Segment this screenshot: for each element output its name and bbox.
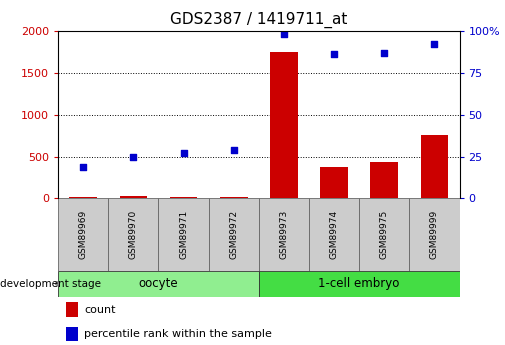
- Text: GSM89973: GSM89973: [279, 210, 288, 259]
- Bar: [359, 198, 410, 271]
- Text: 1-cell embryo: 1-cell embryo: [319, 277, 400, 290]
- Text: GSM89999: GSM89999: [430, 210, 439, 259]
- Bar: [259, 271, 460, 297]
- Bar: [270, 52, 298, 198]
- Bar: [220, 197, 247, 198]
- Point: [129, 154, 137, 159]
- Bar: [170, 197, 197, 198]
- Bar: [108, 198, 159, 271]
- Text: GSM89970: GSM89970: [129, 210, 138, 259]
- Text: GSM89975: GSM89975: [380, 210, 389, 259]
- Point: [280, 32, 288, 37]
- Bar: [69, 197, 97, 198]
- Text: GSM89972: GSM89972: [229, 210, 238, 259]
- Point: [79, 164, 87, 169]
- Text: percentile rank within the sample: percentile rank within the sample: [84, 329, 272, 339]
- Point: [380, 50, 388, 56]
- Bar: [259, 198, 309, 271]
- Point: [330, 52, 338, 57]
- Bar: [371, 162, 398, 198]
- Text: GSM89974: GSM89974: [330, 210, 338, 259]
- Text: count: count: [84, 305, 116, 315]
- Bar: [120, 196, 147, 198]
- Point: [430, 42, 438, 47]
- Bar: [58, 198, 108, 271]
- Bar: [66, 303, 78, 317]
- Bar: [309, 198, 359, 271]
- Bar: [58, 271, 259, 297]
- Text: GSM89971: GSM89971: [179, 210, 188, 259]
- Text: GSM89969: GSM89969: [79, 210, 88, 259]
- Bar: [209, 198, 259, 271]
- Text: oocyte: oocyte: [139, 277, 178, 290]
- Point: [230, 147, 238, 152]
- Bar: [320, 167, 348, 198]
- Title: GDS2387 / 1419711_at: GDS2387 / 1419711_at: [170, 12, 347, 28]
- Point: [179, 150, 187, 156]
- Bar: [421, 135, 448, 198]
- Bar: [159, 198, 209, 271]
- Text: development stage: development stage: [0, 279, 101, 289]
- Bar: [410, 198, 460, 271]
- Bar: [66, 327, 78, 341]
